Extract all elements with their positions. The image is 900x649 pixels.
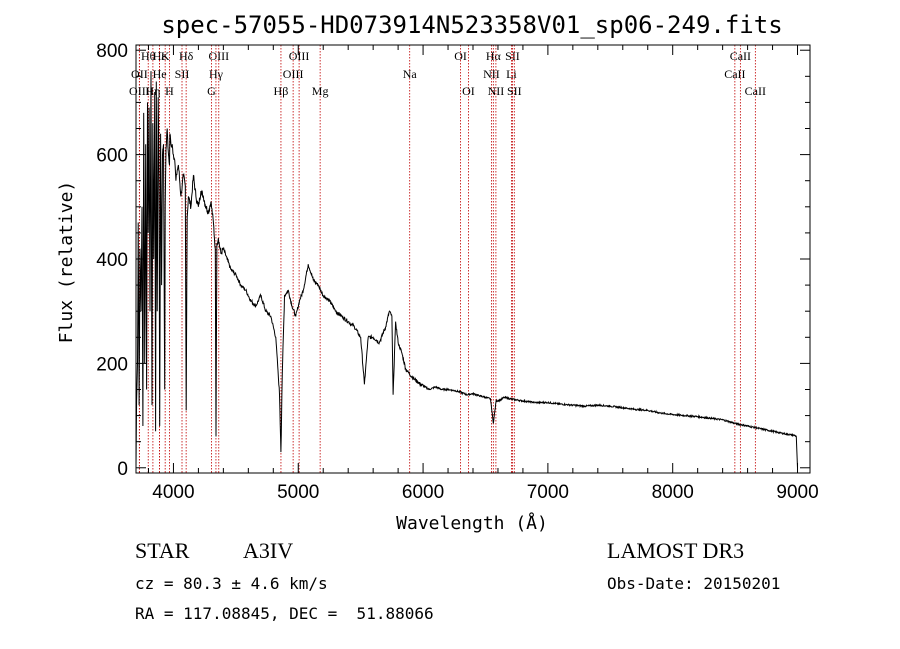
spectral-line-label: OI <box>454 49 467 63</box>
spectral-line-label: NII <box>488 84 505 98</box>
spectral-line-label: OII <box>131 67 148 81</box>
x-tick-label: 7000 <box>527 482 569 503</box>
spectral-line-label: OIII <box>283 67 304 81</box>
spectral-line-label: Hβ <box>274 84 289 98</box>
spectral-line-label: OIII <box>208 49 229 63</box>
axes-layer: 4000 5000 6000 7000 8000 9000 0 200 400 600 800 <box>96 41 818 503</box>
spectral-line-label: Hθ <box>141 49 156 63</box>
x-tick-label: 6000 <box>402 482 444 503</box>
spectral-line-label: CaII <box>745 84 766 98</box>
observation-date: Obs-Date: 20150201 <box>607 574 781 593</box>
x-tick-label: 8000 <box>652 482 694 503</box>
x-tick-label: 5000 <box>277 482 319 503</box>
spectral-line-label: SII <box>507 84 522 98</box>
x-tick-label: 9000 <box>776 482 818 503</box>
spectral-line-label: SII <box>175 67 190 81</box>
spectral-line-label: Hε <box>153 49 167 63</box>
survey-name: LAMOST DR3 <box>607 538 745 563</box>
spectral-line-label: NII <box>483 67 500 81</box>
flux-series-line <box>135 71 798 468</box>
spectral-line-label: Li <box>506 67 517 81</box>
spectral-line-label: Hγ <box>209 67 224 81</box>
spectral-line-label: OIII <box>129 84 150 98</box>
spectral-line-label: OI <box>462 84 475 98</box>
object-class: STAR <box>135 538 190 563</box>
spectral-line-label: CaII <box>730 49 751 63</box>
spectral-line-label: G <box>207 84 216 98</box>
x-axis-label: Wavelength (Å) <box>396 512 548 534</box>
spectral-line-label: OIII <box>289 49 310 63</box>
spectral-line-label: H <box>165 84 174 98</box>
spectral-line-label: Hδ <box>179 49 194 63</box>
y-tick-label: 400 <box>96 250 128 271</box>
spectral-line-label: SII <box>505 49 520 63</box>
spectral-line-label: He <box>153 67 167 81</box>
spectral-line-label: K <box>161 49 170 63</box>
spectral-line-label: Na <box>403 67 418 81</box>
y-tick-label: 200 <box>96 354 128 375</box>
redshift-velocity: cz = 80.3 ± 4.6 km/s <box>135 574 328 593</box>
y-tick-label: 0 <box>117 459 128 480</box>
y-axis-label: Flux (relative) <box>56 181 77 344</box>
x-tick-label: 4000 <box>152 482 194 503</box>
y-tick-label: 800 <box>96 41 128 62</box>
plot-frame <box>135 44 811 474</box>
coordinates: RA = 117.08845, DEC = 51.88066 <box>135 604 434 623</box>
spectral-line-label: Hα <box>486 49 502 63</box>
y-tick-label: 600 <box>96 146 128 167</box>
object-subclass: A3IV <box>243 538 294 563</box>
spectral-line-label: Hη <box>145 84 160 98</box>
chart-title: spec-57055-HD073914N523358V01_sp06-249.f… <box>161 11 782 39</box>
spectral-line-label: CaII <box>724 67 745 81</box>
spectral-line-label: Mg <box>312 84 329 98</box>
